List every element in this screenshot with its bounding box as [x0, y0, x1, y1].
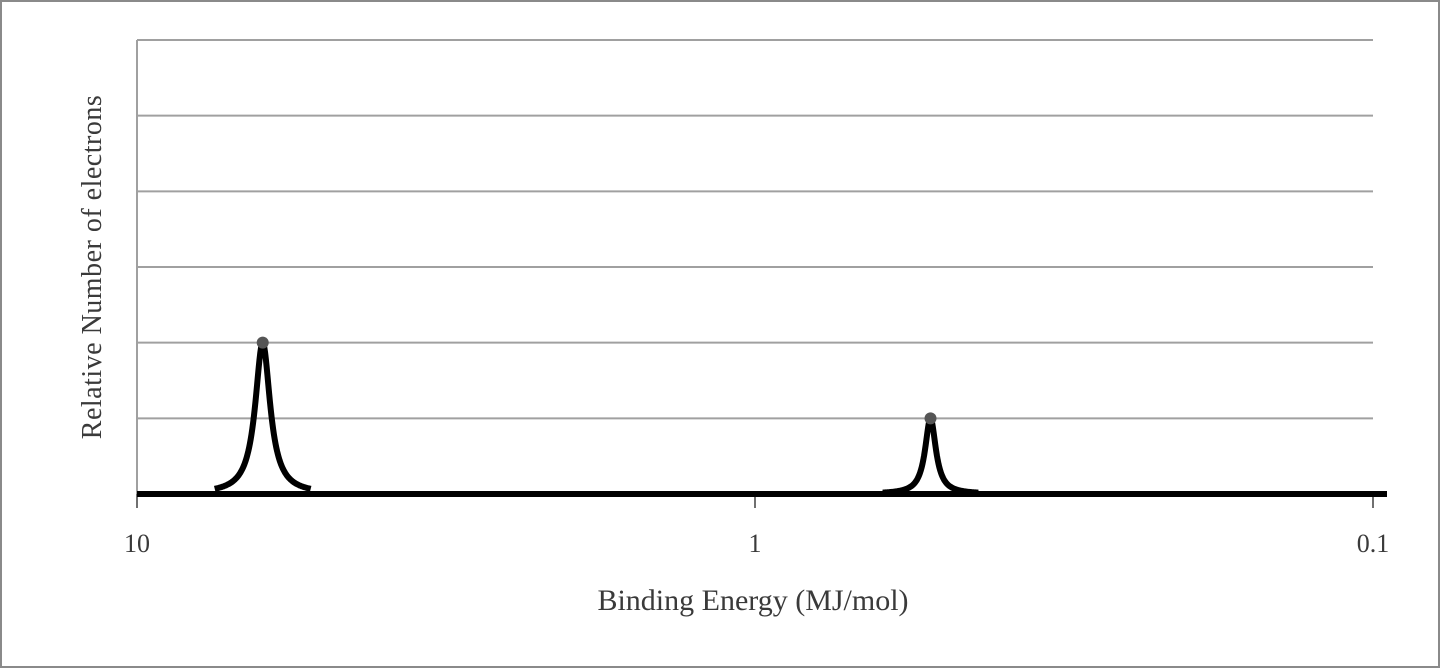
y-axis-label: Relative Number of electrons [77, 94, 108, 440]
peak-marker [256, 336, 269, 349]
x-tick-label: 1 [749, 529, 762, 558]
peak [880, 415, 981, 496]
peak [212, 339, 313, 492]
peak-marker [924, 412, 937, 425]
x-tick-label: 0.1 [1357, 529, 1390, 558]
x-axis-label: Binding Energy (MJ/mol) [597, 584, 908, 617]
x-tick-label: 10 [124, 529, 150, 558]
